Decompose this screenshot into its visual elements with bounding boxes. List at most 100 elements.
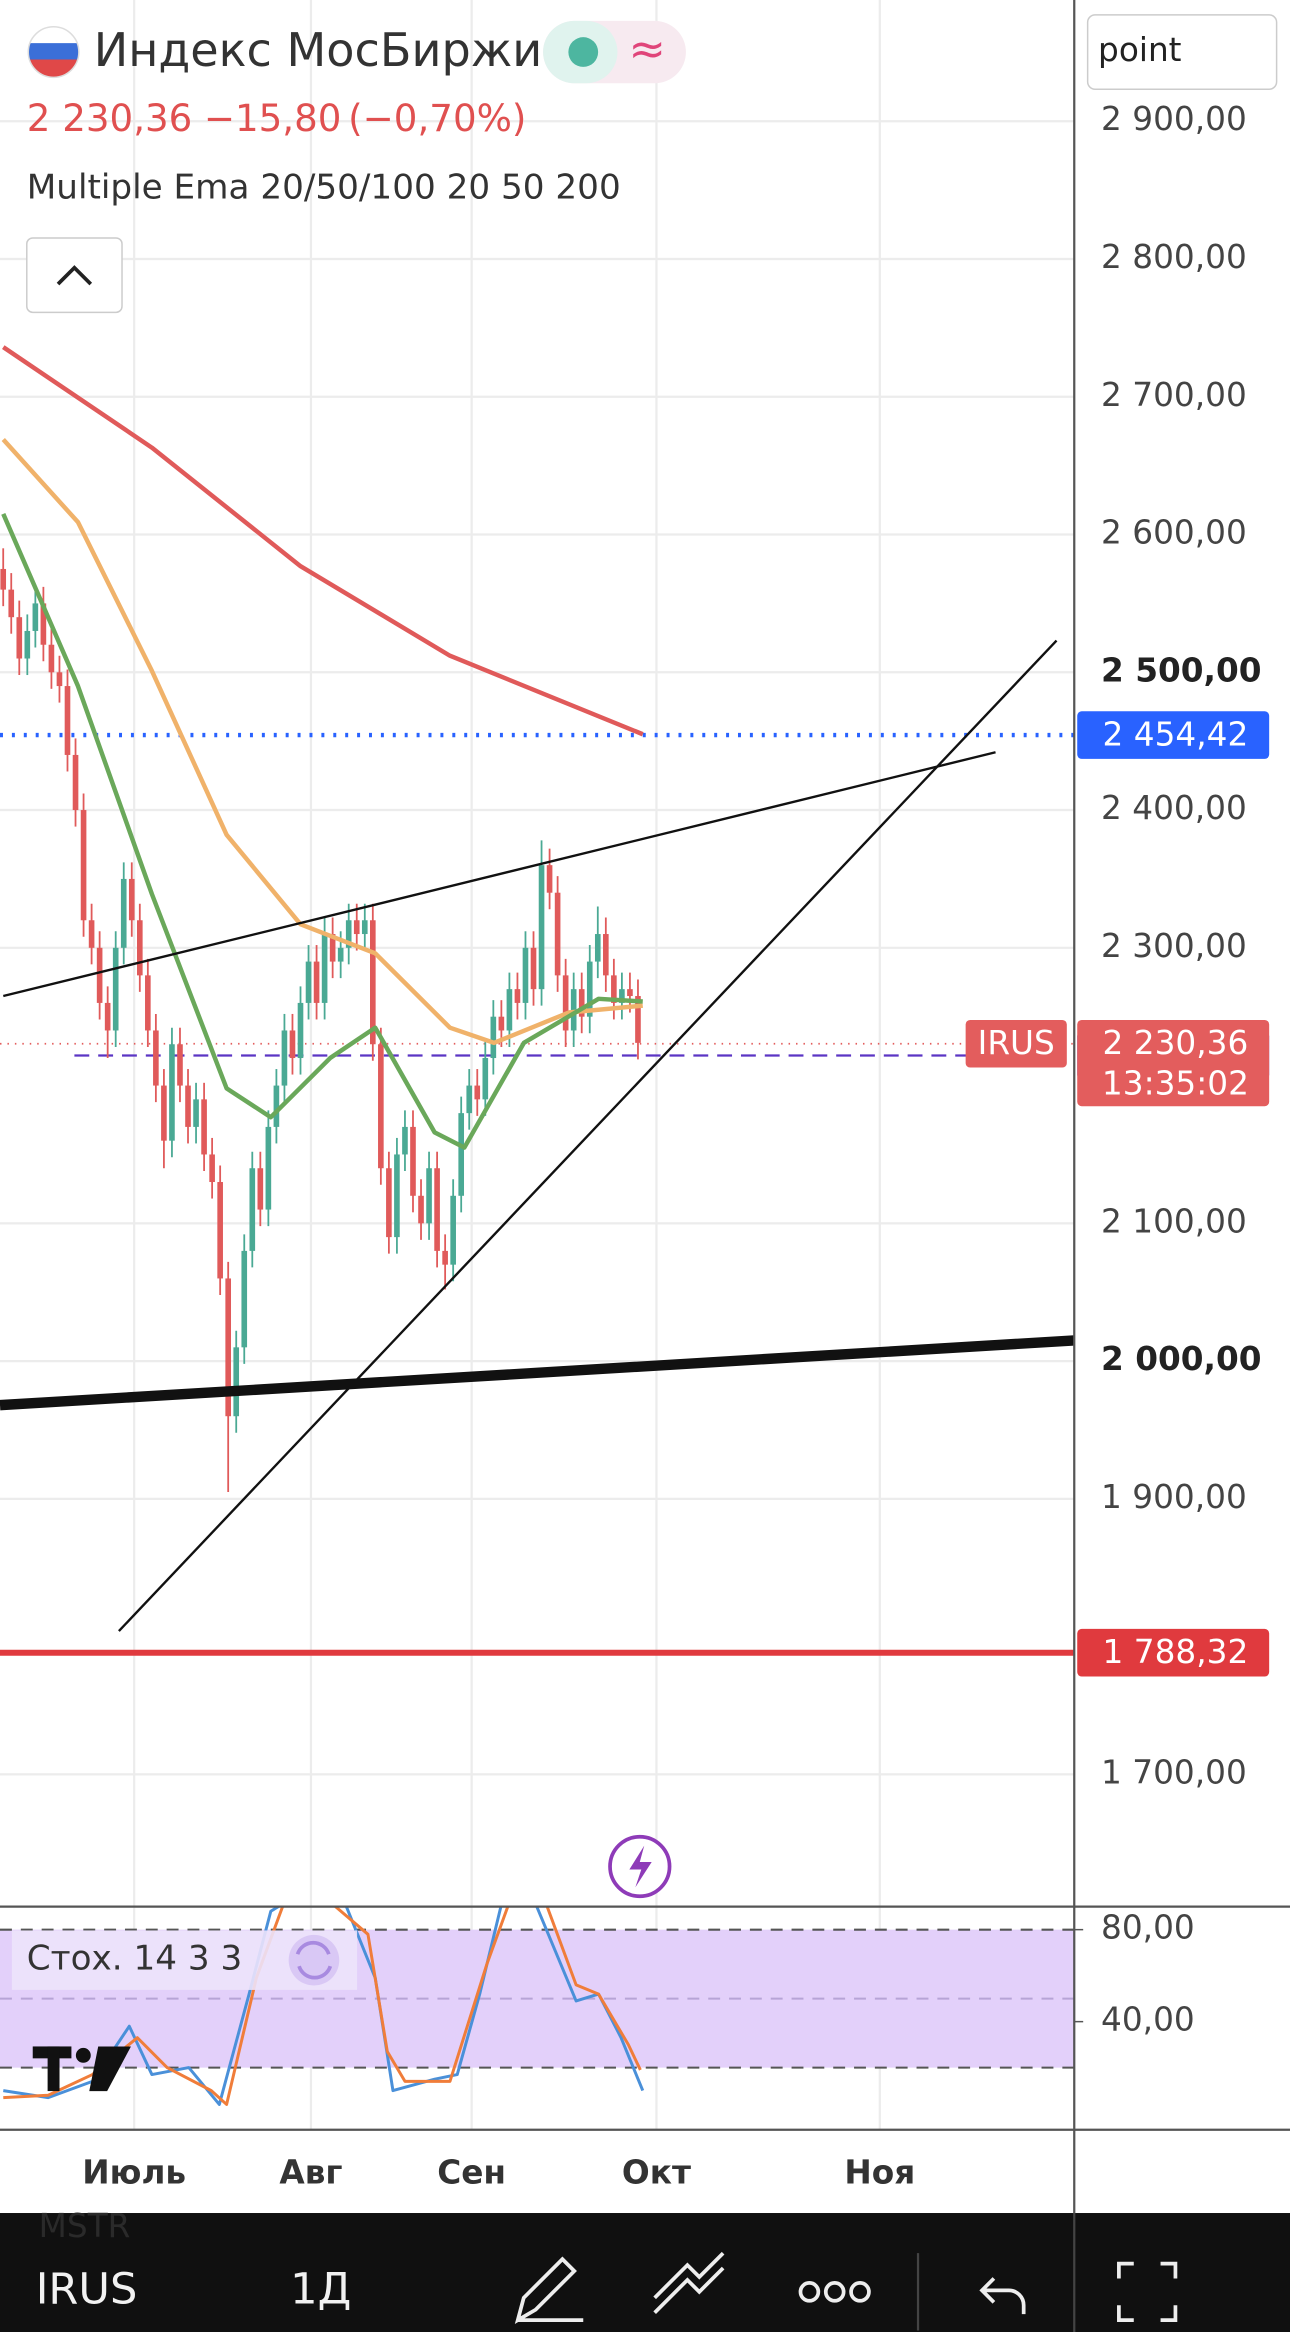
candle-body: [546, 865, 553, 893]
delay-icon: ≈: [629, 23, 666, 75]
axes: Июль Авг Сен Окт Ноя 1 700,00 1 900,00 2 000,00…: [82, 100, 1270, 2191]
candle-body: [281, 1030, 288, 1086]
candle-body: [209, 1154, 215, 1183]
candle-body: [16, 617, 23, 659]
candle-body: [273, 1085, 280, 1127]
candle-body: [611, 975, 617, 1003]
candle-body: [32, 603, 39, 631]
x-tick-label: Авг: [279, 2153, 342, 2191]
candle-body: [0, 568, 7, 590]
symbol-title: Индекс МосБиржи: [94, 23, 543, 77]
price-badge-label: 1 788,32: [1103, 1633, 1249, 1671]
more-dot[interactable]: [798, 2281, 821, 2303]
x-tick-label: Июль: [82, 2153, 186, 2191]
candle-body: [538, 865, 545, 990]
price-badge-label: 2 454,42: [1103, 716, 1249, 754]
candle-body: [128, 878, 135, 921]
chevron-icon: [56, 265, 93, 286]
candle-body: [217, 1182, 223, 1279]
y-tick-label: 2 100,00: [1101, 1202, 1247, 1240]
x-tick-label: Окт: [622, 2153, 691, 2191]
drawings-tool[interactable]: [653, 2251, 725, 2314]
lightning-icon: [629, 1845, 652, 1888]
price-change: −15,80: [204, 96, 342, 140]
last-price-badge-label: 2 230,36: [1103, 1024, 1249, 1062]
candle-body: [554, 892, 561, 976]
candle-body: [297, 1002, 304, 1059]
candle-body: [145, 975, 151, 1031]
candle-body: [96, 947, 103, 1003]
trend-line: [2, 751, 996, 998]
candle-body: [233, 1347, 240, 1417]
candle-body: [169, 1044, 175, 1141]
candle-body: [104, 1002, 111, 1031]
y-tick-label: 2 700,00: [1101, 376, 1247, 414]
scale-mode: point: [1098, 31, 1182, 69]
candle-body: [321, 934, 328, 1003]
scale-mode-button[interactable]: [1086, 14, 1278, 90]
stoch-tick-label: 40,00: [1101, 2001, 1195, 2039]
refresh-icon: [295, 1940, 333, 1980]
candle-body: [578, 989, 585, 1017]
market-status: [568, 37, 599, 67]
candle-body: [603, 934, 609, 976]
candle-body: [378, 1044, 384, 1169]
candle-body: [442, 1250, 448, 1265]
candle-body: [337, 947, 344, 962]
y-tick-label: 2 800,00: [1101, 238, 1247, 276]
ema-line: [2, 345, 644, 737]
candle-body: [522, 947, 529, 1003]
candle-body: [562, 975, 569, 1031]
y-tick-label: 2 500,00: [1101, 651, 1261, 689]
candle-body: [153, 1030, 159, 1086]
flag-border: [27, 26, 80, 79]
candle-body: [161, 1085, 167, 1141]
more-dot: [823, 2281, 846, 2303]
undo-button[interactable]: [979, 2277, 1026, 2315]
candle-body: [402, 1126, 408, 1155]
toolbar-symbol[interactable]: IRUS: [36, 2264, 138, 2314]
indicator-legend: Multiple Ema 20/50/100 20 50 200: [27, 167, 621, 207]
candle-body: [498, 1016, 505, 1031]
candle-body: [570, 989, 577, 1031]
candle-body: [586, 961, 593, 1017]
more-dot: [849, 2281, 871, 2303]
y-tick-label: 2 900,00: [1101, 100, 1247, 138]
toolbar: MSTR IRUS 1Д: [0, 2207, 1290, 2332]
y-tick-label: 2 000,00: [1101, 1340, 1261, 1378]
countdown: 13:35:02: [1102, 1064, 1249, 1102]
toolbar-interval[interactable]: 1Д: [290, 2264, 351, 2314]
candle-body: [627, 989, 633, 997]
price-change-pct: (−0,70%): [348, 96, 526, 140]
y-tick-label: 2 300,00: [1101, 927, 1247, 965]
toolbar-bg: [0, 2213, 1290, 2332]
candle-body: [305, 961, 312, 1003]
draw-tool[interactable]: [514, 2256, 584, 2324]
last-price-badge: [1077, 1019, 1270, 1107]
candle-body: [450, 1195, 456, 1265]
x-tick-label: Ноя: [844, 2153, 915, 2191]
candle-body: [394, 1154, 400, 1238]
symbol-badge-label: IRUS: [978, 1024, 1055, 1062]
stoch-tick-label: 80,00: [1101, 1909, 1195, 1947]
candle-body: [466, 1085, 473, 1114]
price-badge: [1077, 711, 1270, 759]
y-tick-label: 1 700,00: [1101, 1753, 1247, 1791]
candle-body: [201, 1099, 207, 1155]
collapse-button[interactable]: [26, 237, 123, 314]
x-tick-label: Сен: [437, 2153, 506, 2191]
candle-body: [177, 1044, 183, 1086]
candle-body: [329, 934, 336, 962]
fullscreen-button[interactable]: [1117, 2261, 1178, 2322]
candle-body: [410, 1126, 416, 1196]
candle-body: [313, 961, 320, 1003]
ghost-symbol: MSTR: [39, 2207, 131, 2245]
stoch-line: [3, 1906, 642, 2106]
price-pane: [0, 345, 1075, 1656]
candle-body: [345, 920, 352, 948]
last-price: 2 230,36: [27, 96, 193, 140]
candle-body: [225, 1278, 232, 1417]
y-tick-label: 2 600,00: [1101, 514, 1247, 552]
